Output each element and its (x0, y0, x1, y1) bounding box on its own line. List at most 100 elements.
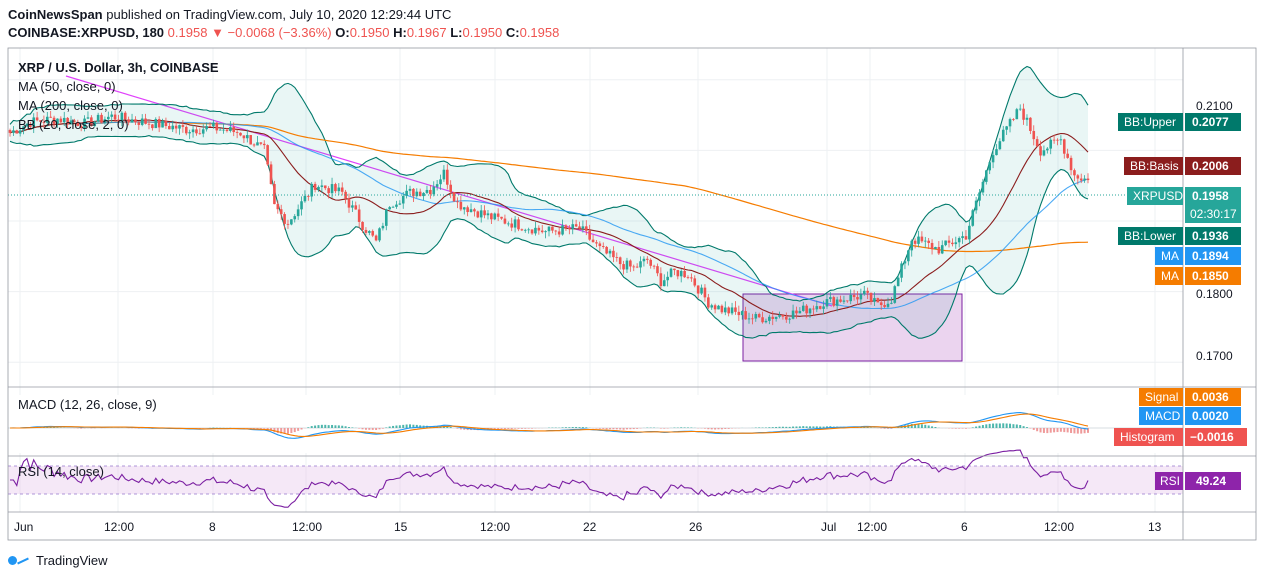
candle-body (337, 187, 341, 192)
histogram-bar (273, 428, 276, 433)
histogram-bar (503, 428, 506, 430)
candle-body (673, 268, 676, 271)
bb-legend[interactable]: BB (20, close, 2, 0) (18, 117, 129, 132)
candle-body (886, 303, 890, 307)
histogram-bar (256, 428, 259, 429)
candle-body (42, 121, 46, 123)
ma200-tag-name: MA (1161, 269, 1179, 283)
candle-body (995, 149, 998, 156)
histogram-bar (459, 428, 462, 430)
candle-body (1012, 119, 1015, 120)
candle-body (110, 114, 113, 117)
candle-body (910, 240, 914, 251)
bb-basis-tag (1124, 157, 1183, 175)
candle-body (212, 122, 215, 127)
histogram-bar (927, 425, 930, 428)
histogram-bar (412, 424, 415, 428)
histogram-bar (398, 425, 401, 428)
histogram-bar (914, 423, 917, 428)
ma200-legend[interactable]: MA (200, close, 0) (18, 98, 123, 113)
bb-basis-value (1185, 157, 1241, 175)
candle-body (968, 225, 971, 240)
candle-body (1018, 108, 1022, 110)
histogram-bar (263, 428, 266, 429)
candle-body (229, 127, 232, 131)
rsi-legend[interactable]: RSI (14, close) (18, 464, 104, 479)
candle-body (466, 207, 469, 213)
histogram-bar (364, 428, 367, 430)
candle-body (8, 130, 12, 133)
candle-body (442, 169, 446, 180)
ma50-value-text: 0.1894 (1192, 249, 1229, 263)
candle-body (815, 306, 819, 310)
candle-body (1035, 139, 1039, 147)
macd-legend[interactable]: MACD (12, 26, close, 9) (18, 397, 157, 412)
candle-body (642, 258, 646, 262)
candle-body (957, 238, 961, 243)
histogram-value (1185, 428, 1247, 446)
candle-body (1083, 178, 1086, 181)
candle-body (869, 292, 873, 302)
histogram-bar (266, 428, 269, 430)
ma50-legend[interactable]: MA (50, close, 0) (18, 79, 116, 94)
candle-body (544, 231, 547, 233)
candle-body (293, 216, 297, 220)
candle-body (283, 214, 286, 224)
histogram-bar (524, 428, 527, 429)
histogram-bar (805, 426, 808, 428)
candle-body (412, 188, 415, 197)
candle-body (578, 226, 581, 229)
candle-body (618, 257, 622, 265)
histogram-bar (659, 428, 662, 429)
histogram-bar (1025, 427, 1028, 428)
histogram-bar (497, 428, 500, 430)
candle-body (700, 287, 703, 294)
candle-body (25, 123, 29, 127)
candle-body (852, 294, 856, 298)
histogram-bar (934, 427, 937, 428)
histogram-bar (795, 426, 798, 428)
candle-body (676, 270, 680, 277)
bb-upper-tag-name: BB:Upper (1124, 115, 1176, 129)
candle-body (388, 207, 391, 210)
candle-body (927, 240, 930, 243)
histogram-bar (527, 428, 530, 429)
histogram-bar (361, 428, 364, 430)
candle-body (639, 261, 642, 268)
candle-body (571, 224, 575, 230)
histogram-bar (392, 425, 395, 428)
candle-body (374, 235, 378, 241)
candle-body (225, 129, 229, 131)
candle-body (368, 231, 371, 233)
candle-body (530, 229, 534, 234)
histogram-bar (514, 428, 517, 429)
histogram-bar (347, 427, 350, 428)
symbol-label[interactable]: COINBASE:XRPUSD, 180 (8, 25, 165, 40)
candle-body (625, 260, 629, 270)
macd-pane (8, 395, 1183, 453)
histogram-bar (1022, 426, 1025, 428)
histogram-bar (727, 428, 730, 429)
candle-body (198, 133, 202, 135)
ma200-line (9, 121, 1089, 253)
candle-body (266, 145, 269, 165)
candle-body (273, 184, 276, 205)
histogram-bar (917, 423, 920, 428)
candle-body (144, 118, 147, 124)
price-change: ▼ −0.0068 (−3.36%) (211, 25, 332, 40)
histogram-bar (1056, 428, 1059, 433)
candle-body (893, 286, 897, 303)
histogram-bar (409, 424, 412, 428)
candle-body (1008, 119, 1012, 127)
publisher-name[interactable]: CoinNewsSpan (8, 7, 103, 22)
time-axis: Jun 12:00 8 12:00 15 12:00 22 26 Jul 12:… (14, 520, 1162, 534)
histogram-bar (395, 425, 398, 428)
histogram-bar (598, 428, 601, 429)
candle-body (822, 306, 825, 309)
candle-body (12, 130, 15, 133)
tradingview-logo[interactable]: TradingView (8, 553, 108, 568)
candle-body (479, 210, 483, 218)
histogram-bar (758, 427, 761, 428)
histogram-bar (80, 428, 83, 429)
